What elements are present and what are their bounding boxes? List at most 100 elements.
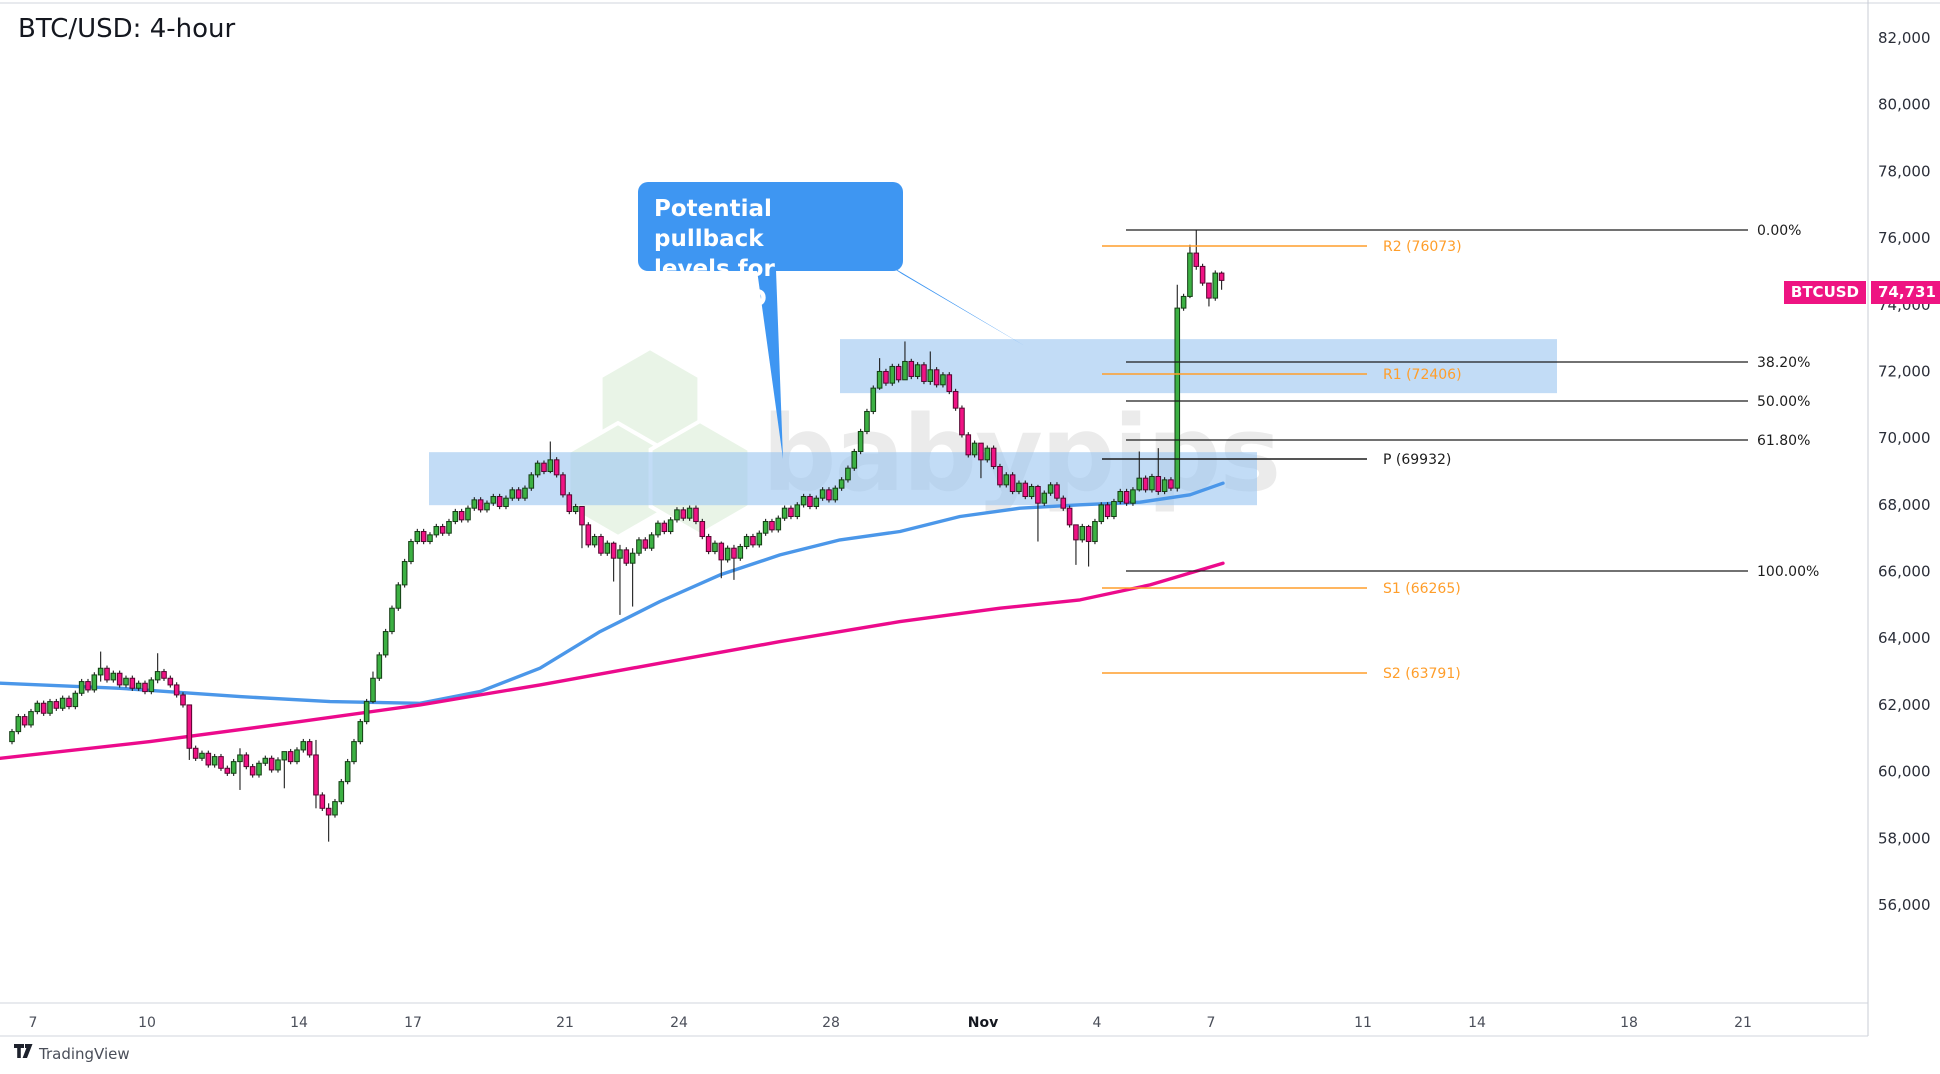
candle xyxy=(743,536,750,548)
time-axis-label: 11 xyxy=(1354,1015,1372,1031)
last-price-badge: 74,731 xyxy=(1871,281,1940,304)
candle xyxy=(655,522,661,536)
blue-ma[interactable] xyxy=(0,481,1225,705)
time-axis-label: 10 xyxy=(138,1015,156,1031)
candle xyxy=(534,462,541,476)
candle xyxy=(167,677,174,686)
candle xyxy=(914,364,921,377)
candle xyxy=(598,536,604,554)
candle xyxy=(249,766,256,776)
candle xyxy=(750,536,756,546)
candle xyxy=(781,507,788,519)
candle xyxy=(338,781,345,803)
candle xyxy=(47,701,53,714)
candle xyxy=(889,365,896,384)
pivot-label: R1 (72406) xyxy=(1383,367,1462,383)
candle xyxy=(21,716,28,726)
candle xyxy=(382,631,389,656)
candle xyxy=(319,794,326,809)
time-axis-label: 14 xyxy=(1468,1015,1486,1031)
candle xyxy=(503,497,509,508)
candle xyxy=(427,534,433,543)
candle xyxy=(243,754,250,768)
candle xyxy=(34,702,41,713)
candle xyxy=(186,704,193,749)
candle xyxy=(268,757,275,771)
pink-ma[interactable] xyxy=(0,561,1225,760)
time-axis[interactable]: 7 10 14 17 21 24 28 Nov 4 7 11 14 18 21 xyxy=(29,1015,1752,1031)
candle xyxy=(1104,504,1111,518)
candle xyxy=(142,682,148,693)
candle xyxy=(762,521,769,534)
price-axis-label: 80,000 xyxy=(1878,96,1931,114)
candle xyxy=(800,496,807,506)
pullback-zone-upper[interactable] xyxy=(840,339,1557,394)
candle xyxy=(123,677,129,686)
candle xyxy=(1206,282,1212,299)
candle xyxy=(477,499,484,511)
price-axis-label: 66,000 xyxy=(1878,563,1931,581)
price-axis-label: 72,000 xyxy=(1878,362,1931,380)
time-axis-label: 28 xyxy=(822,1015,840,1031)
callout-tail[interactable] xyxy=(757,270,783,459)
time-axis-label: 18 xyxy=(1620,1015,1638,1031)
candle xyxy=(294,749,300,763)
candle xyxy=(129,677,136,689)
price-axis[interactable]: 82,00080,00078,00076,00074,00072,00070,0… xyxy=(1878,29,1931,914)
candle xyxy=(420,531,427,543)
candle xyxy=(465,507,471,521)
time-axis-label: 14 xyxy=(290,1015,308,1031)
candle xyxy=(1098,504,1105,523)
time-axis-label: Nov xyxy=(968,1015,998,1031)
candle xyxy=(572,506,579,513)
candle xyxy=(712,542,718,553)
candle xyxy=(9,731,15,743)
candle xyxy=(724,547,731,561)
candle xyxy=(997,465,1003,486)
candle xyxy=(826,489,832,501)
candle xyxy=(693,507,699,523)
price-axis-label: 82,000 xyxy=(1878,29,1931,47)
candle xyxy=(933,369,940,386)
candle xyxy=(731,547,737,559)
callout-text-line1: Potential pullback xyxy=(654,196,772,252)
candle xyxy=(883,370,889,384)
candle xyxy=(648,534,655,549)
candle xyxy=(484,502,490,511)
candle xyxy=(959,407,965,436)
candle xyxy=(458,511,465,521)
candle xyxy=(287,751,294,763)
fib-retracement-tool: 0.00% 38.20% 50.00% 61.80% 100.00% xyxy=(1126,223,1819,580)
pivot-points-tool: R2 (76073) R1 (72406) P (69932) S1 (66265) S… xyxy=(1102,239,1462,682)
candle xyxy=(807,496,813,508)
time-axis-label: 21 xyxy=(1734,1015,1752,1031)
candle xyxy=(1174,307,1181,489)
candle xyxy=(636,539,642,554)
callout-tail[interactable] xyxy=(884,262,1025,346)
candle xyxy=(1123,491,1130,504)
candle xyxy=(192,747,199,759)
candle xyxy=(1136,477,1143,491)
candle xyxy=(275,759,281,771)
candle xyxy=(1060,497,1067,509)
candle xyxy=(921,364,927,382)
candle xyxy=(978,442,984,461)
candle xyxy=(446,521,452,534)
candle xyxy=(496,496,503,508)
candle xyxy=(509,489,516,499)
candle xyxy=(363,701,370,723)
candle xyxy=(1180,295,1187,309)
callout-annotation[interactable]: Potential pullback levels for BTC/USD xyxy=(638,182,903,312)
candle xyxy=(1149,476,1155,491)
tradingview-attribution[interactable]: TradingView xyxy=(14,1044,130,1063)
candle-series[interactable] xyxy=(9,230,1225,842)
candle xyxy=(1117,491,1124,503)
page-title: BTC/USD: 4-hour xyxy=(18,14,236,44)
candle xyxy=(1003,474,1010,486)
candle xyxy=(97,667,104,676)
plot-area: babypips xyxy=(0,230,1557,842)
candle xyxy=(78,681,85,694)
candle xyxy=(522,487,528,499)
candle xyxy=(104,667,110,681)
